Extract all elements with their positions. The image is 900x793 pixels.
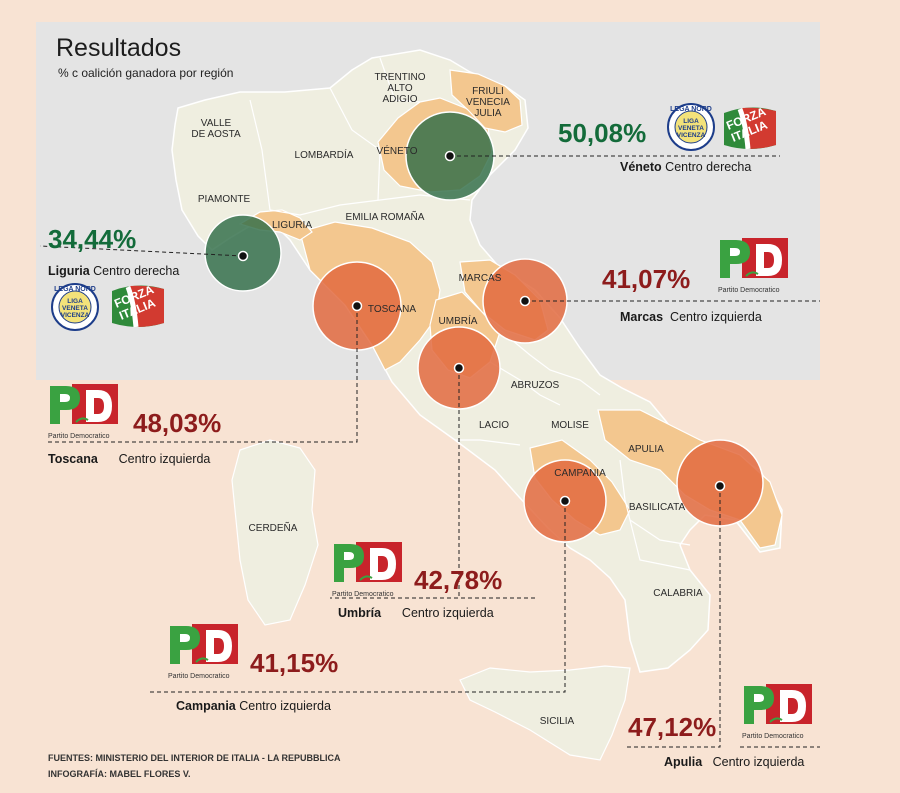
pd-caption: Partito Democratico — [742, 733, 804, 740]
region-label-molise: MOLISE — [551, 420, 589, 431]
region-label-friuli: FRIULI VENECIA JULIA — [466, 86, 510, 119]
friuli-shade — [449, 69, 523, 133]
pd-logo-toscana: Partito Democratico — [48, 382, 120, 440]
apulia-percent: 47,12% — [628, 712, 717, 742]
sicily — [459, 665, 631, 761]
page-subtitle: % c oalición ganadora por región — [58, 66, 234, 80]
leader-toscana — [48, 306, 358, 443]
page-title: Resultados — [56, 34, 182, 62]
region-label-cerdena: CERDEÑA — [248, 523, 298, 534]
apulia-caption: Apulia Centro izquierda — [664, 755, 804, 769]
forza-italia-logo-veneto: FORZA ITALIA — [722, 104, 778, 151]
lega-top-text: LEGA NORD — [670, 106, 712, 113]
campania-region: Campania — [176, 699, 236, 713]
campania-coalition: Centro izquierda — [239, 699, 331, 713]
pd-logo-apulia: Partito Democratico — [742, 682, 814, 740]
pd-mark-icon — [334, 542, 402, 582]
umbria-percent: 42,78% — [414, 565, 503, 595]
veneto-coalition: Centro derecha — [665, 160, 752, 174]
region-label-campania: CAMPANIA — [554, 468, 606, 479]
lega-badge-icon — [667, 103, 715, 151]
region-label-veneto: VÉNETO — [376, 146, 418, 157]
veneto-percent: 50,08% — [558, 118, 647, 148]
pd-caption: Partito Democratico — [168, 673, 230, 680]
pd-mark-icon — [720, 238, 788, 278]
marcas-coalition: Centro izquierda — [670, 310, 762, 324]
leader-campania — [150, 501, 566, 693]
lega-text: LIGA VENETA VICENZA — [60, 298, 90, 319]
apulia-region: Apulia — [664, 755, 703, 769]
toscana-region: Toscana — [48, 452, 98, 466]
liguria-percent: 34,44% — [48, 224, 137, 254]
pd-logo-umbria: Partito Democratico — [332, 540, 404, 598]
lega-top-text: LEGA NORD — [54, 286, 96, 293]
region-label-apulia: APULIA — [628, 444, 664, 455]
liguria-region: Liguria — [48, 264, 90, 278]
liguria-coalition: Centro derecha — [93, 264, 180, 278]
pd-mark-icon — [170, 624, 238, 664]
marcas-percent: 41,07% — [602, 264, 691, 294]
region-label-abruzos: ABRUZOS — [510, 380, 560, 391]
region-label-sicilia: SICILIA — [539, 716, 575, 727]
umbria-coalition: Centro izquierda — [401, 606, 494, 620]
leader-liguria — [39, 245, 244, 257]
forza-italia-flag-icon — [724, 107, 776, 150]
lega-badge-icon — [51, 283, 99, 331]
region-label-emilia: EMILIA ROMAÑA — [345, 212, 425, 223]
region-label-marcas: MARCAS — [458, 273, 502, 284]
forza-italia-flag-icon — [112, 285, 164, 328]
sardinia — [231, 439, 319, 626]
region-label-basilicata: BASILICATA — [628, 502, 686, 513]
leader-umbria — [330, 368, 460, 599]
pd-mark-icon — [744, 684, 812, 724]
leader-apulia — [624, 486, 721, 748]
region-label-umbria: UMBRÍA — [438, 316, 478, 327]
pd-mark-icon — [50, 384, 118, 424]
toscana-coalition: Centro izquierda — [118, 452, 211, 466]
sources: FUENTES: MINISTERIO DEL INTERIOR DE ITAL… — [48, 753, 341, 763]
region-label-valle: VALLE DE AOSTA — [191, 118, 241, 140]
region-label-toscana: TOSCANA — [367, 304, 417, 315]
region-label-piamonte: PIAMONTE — [197, 194, 251, 205]
region-label-liguria: LIGURIA — [271, 220, 313, 231]
veneto-caption: Véneto Centro derecha — [620, 160, 751, 174]
region-label-lombardia: LOMBARDÍA — [294, 150, 354, 161]
marcas-region: Marcas — [620, 310, 664, 324]
lega-text: LIGA VENETA VICENZA — [676, 118, 706, 139]
forza-italia-logo-liguria: FORZA ITALIA — [110, 282, 166, 329]
lega-logo-liguria: LEGA NORD LIGA VENETA VICENZA — [50, 282, 100, 332]
region-label-lacio: LACIO — [478, 420, 510, 431]
umbria-caption: Umbría Centro izquierda — [338, 606, 494, 620]
toscana-caption: Toscana Centro izquierda — [48, 452, 210, 466]
region-label-calabria: CALABRIA — [653, 588, 703, 599]
campania-caption: Campania Centro izquierda — [176, 699, 331, 713]
apulia-coalition: Centro izquierda — [712, 755, 805, 769]
pd-logo-campania: Partito Democratico — [168, 622, 240, 680]
pd-caption: Partito Democratico — [718, 287, 780, 294]
pd-caption: Partito Democratico — [332, 591, 394, 598]
umbria-region: Umbría — [338, 606, 382, 620]
marcas-caption: Marcas Centro izquierda — [620, 310, 762, 324]
toscana-percent: 48,03% — [133, 408, 222, 438]
veneto-region: Véneto — [620, 160, 662, 174]
lega-logo-veneto: LEGA NORD LIGA VENETA VICENZA — [666, 102, 716, 152]
pd-logo-marcas: Partito Democratico — [718, 236, 790, 294]
liguria-caption: Liguria Centro derecha — [48, 264, 179, 278]
campania-percent: 41,15% — [250, 648, 339, 678]
pd-caption: Partito Democratico — [48, 433, 110, 440]
region-label-trentino: TRENTINO ALTO ADIGIO — [374, 72, 426, 105]
credit: INFOGRAFÍA: MABEL FLORES V. — [48, 769, 191, 779]
